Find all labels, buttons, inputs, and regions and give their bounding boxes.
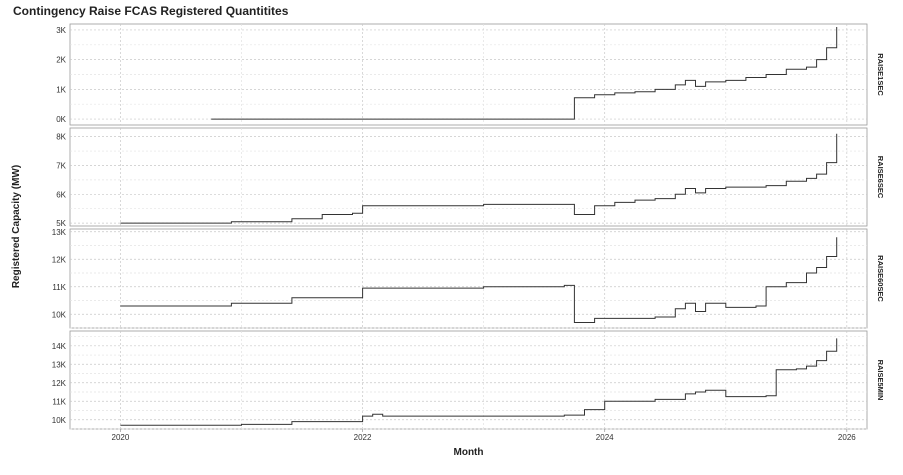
y-tick-label: 3K <box>56 26 66 35</box>
y-tick-label: 0K <box>56 115 66 124</box>
y-tick-label: 10K <box>52 310 67 319</box>
series-line-raise6sec <box>120 133 838 224</box>
y-tick-label: 2K <box>56 56 66 65</box>
x-tick-label: 2020 <box>112 433 130 442</box>
series-line-raise5min <box>120 338 838 426</box>
y-tick-label: 13K <box>52 228 67 237</box>
y-tick-label: 11K <box>52 283 66 292</box>
y-tick-label: 1K <box>56 85 66 94</box>
y-tick-label: 6K <box>56 190 66 199</box>
y-tick-label: 12K <box>52 379 67 388</box>
panel-frame-raise60sec <box>69 228 868 329</box>
x-axis-title: Month <box>454 447 484 458</box>
y-tick-label: 5K <box>56 219 66 228</box>
y-axis-title: Registered Capacity (MW) <box>11 165 22 288</box>
y-tick-label: 7K <box>56 161 66 170</box>
series-line-raise1sec <box>211 27 838 120</box>
y-tick-label: 13K <box>52 360 67 369</box>
facet-strip-label: RAISE1SEC <box>876 53 885 96</box>
panel-frame-raise6sec <box>69 127 868 227</box>
y-tick-label: 14K <box>52 342 67 351</box>
series-line-raise60sec <box>120 237 838 323</box>
x-tick-label: 2024 <box>596 433 614 442</box>
facet-strip-label: RAISE60SEC <box>876 255 885 302</box>
panel-frame-raise5min <box>69 330 868 430</box>
y-tick-label: 12K <box>52 255 67 264</box>
facet-strip-label: RAISE6SEC <box>876 156 885 199</box>
y-tick-label: 11K <box>52 397 66 406</box>
y-tick-label: 8K <box>56 133 66 142</box>
facet-strip-label: RAISE5MIN <box>876 360 885 401</box>
x-tick-label: 2022 <box>354 433 372 442</box>
y-tick-label: 10K <box>52 416 67 425</box>
x-tick-label: 2026 <box>838 433 856 442</box>
chart-title: Contingency Raise FCAS Registered Quanti… <box>13 4 289 18</box>
